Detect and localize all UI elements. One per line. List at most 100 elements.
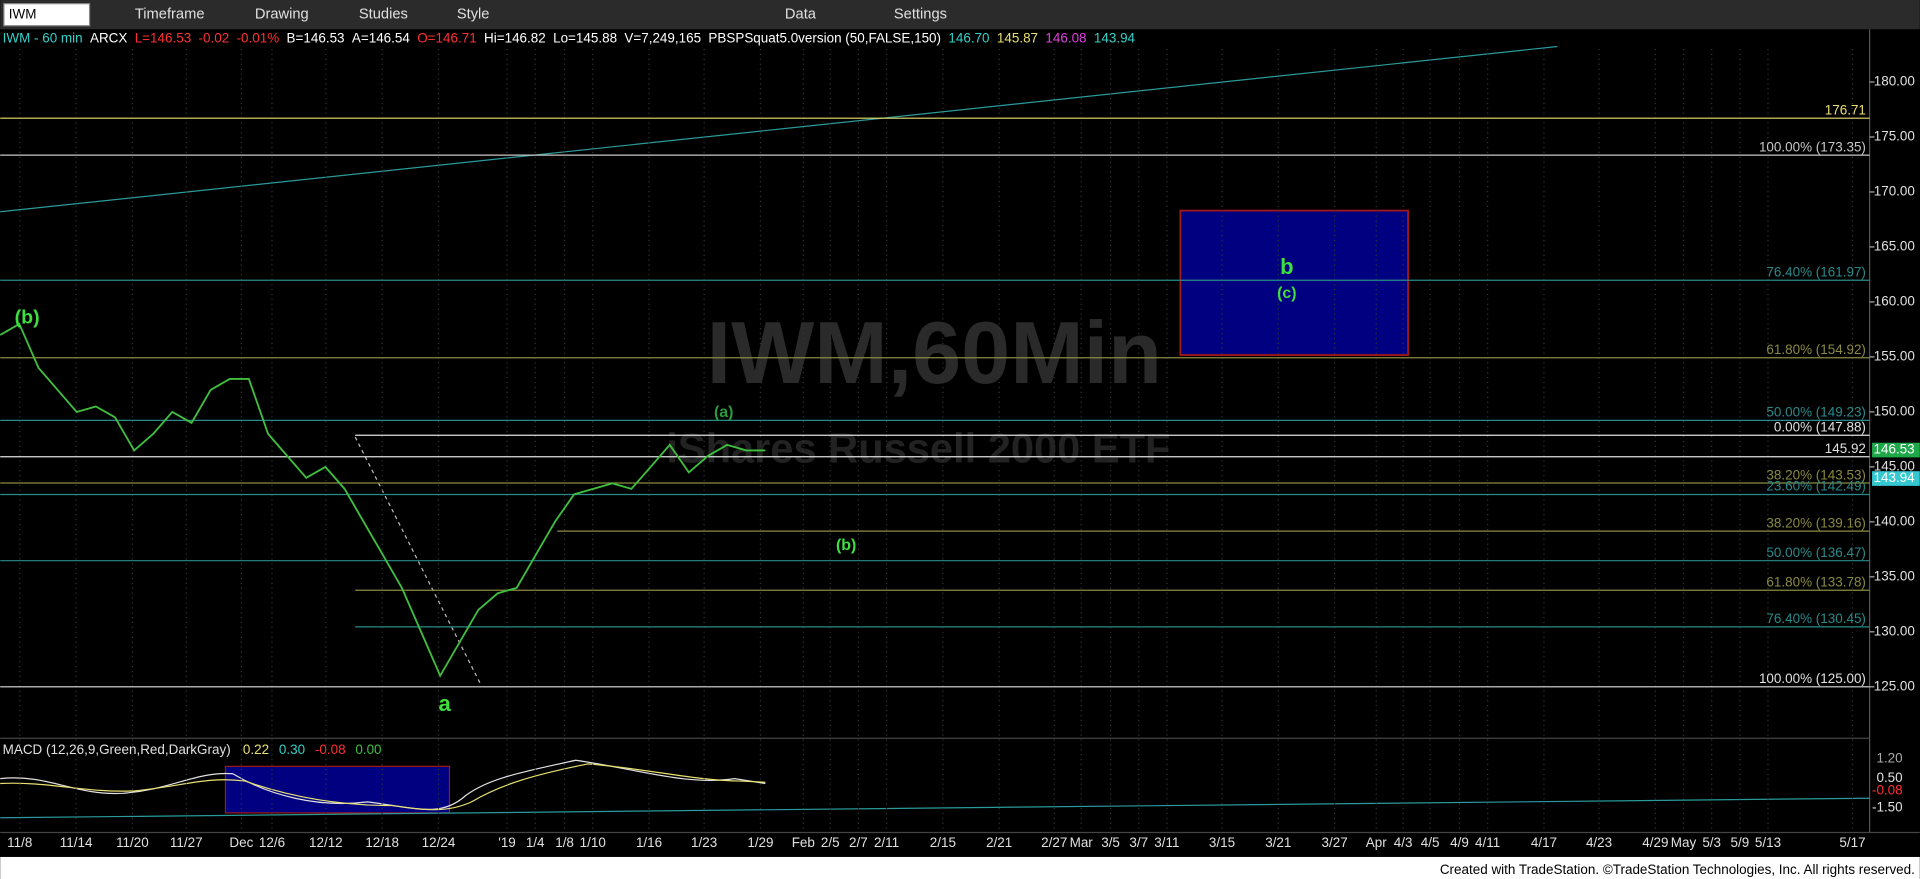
- date-label: 2/15: [930, 835, 956, 850]
- y-tick-label: 140.00: [1874, 513, 1915, 528]
- date-label: 2/5: [821, 835, 840, 850]
- price-marker-label: 143.94: [1874, 470, 1916, 485]
- date-label: 2/21: [986, 835, 1012, 850]
- wave-label: b: [1280, 254, 1293, 279]
- price-marker: [1872, 442, 1920, 458]
- y-tick-label: 135.00: [1874, 568, 1915, 583]
- info-item: -0.02: [199, 31, 230, 46]
- macd-line: [0, 759, 766, 811]
- toolbar-button[interactable]: Data: [785, 7, 817, 23]
- wave-label: (a): [714, 404, 733, 421]
- date-label: 4/11: [1475, 835, 1500, 850]
- date-label: Apr: [1366, 835, 1387, 850]
- y-tick-label: 165.00: [1874, 239, 1915, 254]
- date-label: 2/7: [849, 835, 868, 850]
- date-label: 3/27: [1322, 835, 1348, 850]
- date-label: 2/11: [874, 835, 899, 850]
- symbol-box[interactable]: [3, 3, 91, 27]
- target-box: [1179, 209, 1409, 356]
- date-label: 5/3: [1702, 835, 1721, 850]
- info-item: Lo=145.88: [553, 31, 617, 46]
- toolbar-button[interactable]: Style: [457, 7, 490, 23]
- level-label: 0.00% (147.88): [1774, 419, 1866, 434]
- toolbar-button[interactable]: Settings: [894, 7, 947, 23]
- date-label: 4/3: [1394, 835, 1413, 850]
- macd-value: 0.00: [355, 742, 381, 757]
- date-label: Dec: [229, 835, 253, 850]
- wave-label: a: [438, 691, 451, 716]
- date-label: '19: [498, 835, 516, 850]
- wave-label: (c): [1277, 285, 1296, 302]
- footer-bar: [0, 856, 1920, 879]
- level-label: 23.60% (142.49): [1766, 479, 1865, 494]
- date-label: 11/27: [170, 835, 203, 850]
- toolbar-button[interactable]: Drawing: [255, 7, 309, 23]
- date-label: 2/27: [1041, 835, 1067, 850]
- date-label: 12/6: [259, 835, 285, 850]
- wave-label: (b): [15, 306, 40, 328]
- date-label: 5/13: [1755, 835, 1781, 850]
- level-label: 38.20% (139.16): [1766, 515, 1865, 530]
- level-label: 76.40% (161.97): [1766, 264, 1865, 279]
- level-label: 100.00% (173.35): [1759, 139, 1866, 154]
- info-item: 145.87: [997, 31, 1038, 46]
- info-item: B=146.53: [287, 31, 345, 46]
- info-item: A=146.54: [352, 31, 410, 46]
- info-item: -0.01%: [237, 31, 280, 46]
- date-label: Feb: [792, 835, 815, 850]
- info-item: 146.70: [948, 31, 989, 46]
- date-label: 4/5: [1421, 835, 1440, 850]
- level-label: 50.00% (136.47): [1766, 545, 1865, 560]
- macd-value: -0.08: [315, 742, 346, 757]
- price-marker-label: 146.53: [1874, 442, 1915, 457]
- toolbar: [0, 0, 1920, 30]
- level-label: 61.80% (154.92): [1766, 342, 1865, 357]
- macd-axis-label: 0.50: [1876, 770, 1902, 785]
- date-label: 3/7: [1129, 835, 1148, 850]
- date-label: 1/23: [691, 835, 717, 850]
- date-label: 1/8: [555, 835, 574, 850]
- macd-signal: [0, 763, 766, 811]
- y-tick-label: 155.00: [1874, 348, 1915, 363]
- level-label: 61.80% (133.78): [1766, 574, 1865, 589]
- info-item: ARCX: [90, 31, 127, 46]
- date-label: 3/21: [1265, 835, 1291, 850]
- macd-axis-label: 1.20: [1876, 751, 1902, 766]
- date-label: 4/17: [1531, 835, 1557, 850]
- info-item: PBSPSquat5.0version (50,FALSE,150): [708, 31, 941, 46]
- level-label: 176.71: [1825, 102, 1866, 117]
- price-marker: [1872, 471, 1920, 486]
- y-tick-label: 175.00: [1874, 129, 1915, 144]
- macd-label: MACD (12,26,9,Green,Red,DarkGray): [3, 742, 231, 757]
- level-label: 145.92: [1825, 441, 1866, 456]
- info-item: IWM - 60 min: [3, 31, 83, 46]
- level-label: 100.00% (125.00): [1759, 671, 1866, 686]
- macd-axis-label: -0.08: [1872, 782, 1903, 797]
- date-label: 11/14: [60, 835, 93, 850]
- date-label: 4/9: [1450, 835, 1469, 850]
- date-label: 11/8: [7, 835, 32, 850]
- date-label: May: [1671, 835, 1697, 850]
- level-label: 76.40% (130.45): [1766, 611, 1865, 626]
- y-tick-label: 180.00: [1874, 74, 1915, 89]
- watermark-subtitle: iShares Russell 2000 ETF: [666, 425, 1170, 472]
- macd-box: [224, 765, 451, 814]
- toolbar-button[interactable]: Timeframe: [135, 7, 205, 23]
- price-line: [0, 322, 766, 678]
- wave-label: (b): [836, 537, 856, 554]
- date-label: 3/15: [1209, 835, 1235, 850]
- watermark-title: IWM,60Min: [707, 303, 1162, 402]
- y-tick-label: 160.00: [1874, 293, 1915, 308]
- info-item: 146.08: [1045, 31, 1086, 46]
- info-item: Hi=146.82: [484, 31, 546, 46]
- symbol[interactable]: IWM: [9, 6, 37, 21]
- date-label: 4/29: [1642, 835, 1668, 850]
- macd-axis-label: -1.50: [1872, 800, 1903, 815]
- info-bar: [0, 29, 1920, 49]
- level-label: 50.00% (149.23): [1766, 405, 1865, 420]
- date-label: 12/12: [309, 835, 343, 850]
- toolbar-button[interactable]: Studies: [359, 7, 408, 23]
- y-tick-label: 130.00: [1874, 623, 1915, 638]
- date-label: 5/9: [1730, 835, 1749, 850]
